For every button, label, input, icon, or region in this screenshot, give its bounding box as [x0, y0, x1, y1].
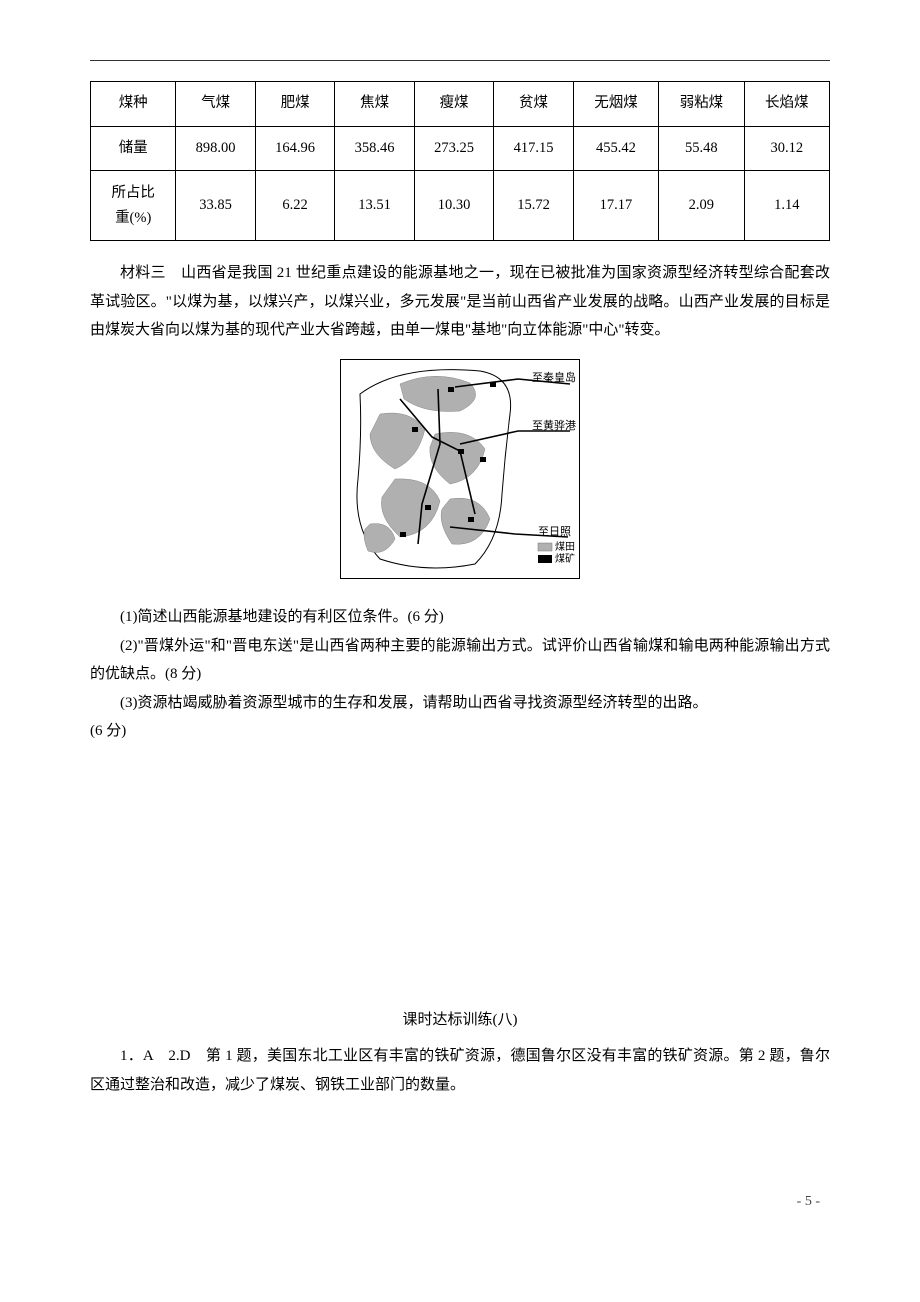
table-row-percent: 所占比 重(%) 33.85 6.22 13.51 10.30 15.72 17…: [91, 171, 830, 241]
table-row-header: 煤种 气煤 肥煤 焦煤 瘦煤 贫煤 无烟煤 弱粘煤 长焰煤: [91, 82, 830, 127]
percent-label-l2: 重(%): [115, 210, 151, 226]
row-label-percent: 所占比 重(%): [91, 171, 176, 241]
material3-label: 材料三: [120, 265, 166, 281]
answer-section-title: 课时达标训练(八): [90, 1006, 830, 1035]
question-3-line1: (3)资源枯竭威胁着资源型城市的生存和发展，请帮助山西省寻找资源型经济转型的出路…: [90, 689, 830, 718]
coal-mine-icon: [412, 427, 418, 432]
shanxi-coal-map: 至秦皇岛 至黄骅港 至日照 煤田 煤矿: [90, 359, 830, 590]
coal-mine-icon: [425, 505, 431, 510]
percent-label-l1: 所占比: [111, 185, 155, 201]
cell-reserve: 164.96: [255, 126, 334, 171]
coal-mine-icon: [400, 532, 406, 537]
cell-percent: 17.17: [573, 171, 658, 241]
legend-coalfield-icon: [538, 543, 552, 551]
question-1: (1)简述山西能源基地建设的有利区位条件。(6 分): [90, 603, 830, 632]
dest-rizhao: 至日照: [538, 525, 571, 538]
legend-coalmine-label: 煤矿: [555, 552, 575, 565]
page-number: - 5 -: [90, 1189, 830, 1216]
cell-reserve: 898.00: [176, 126, 255, 171]
cell-reserve: 30.12: [744, 126, 829, 171]
legend-coalfield-label: 煤田: [555, 540, 575, 553]
answer-item-1: 1．A 2.D 第 1 题，美国东北工业区有丰富的铁矿资源，德国鲁尔区没有丰富的…: [90, 1042, 830, 1099]
map-svg: 至秦皇岛 至黄骅港 至日照 煤田 煤矿: [340, 359, 580, 579]
th-changyanmei: 长焰煤: [744, 82, 829, 127]
legend-coalmine-icon: [538, 555, 552, 563]
coal-types-table: 煤种 气煤 肥煤 焦煤 瘦煤 贫煤 无烟煤 弱粘煤 长焰煤 储量 898.00 …: [90, 81, 830, 241]
th-coaltype: 煤种: [91, 82, 176, 127]
dest-huanghuagang: 至黄骅港: [532, 418, 576, 432]
th-feimei: 肥煤: [255, 82, 334, 127]
question-3-line2: (6 分): [90, 717, 830, 746]
material3-text: 山西省是我国 21 世纪重点建设的能源基地之一，现在已被批准为国家资源型经济转型…: [90, 265, 830, 338]
th-wuyanmei: 无烟煤: [573, 82, 658, 127]
table-row-reserve: 储量 898.00 164.96 358.46 273.25 417.15 45…: [91, 126, 830, 171]
cell-reserve: 55.48: [659, 126, 744, 171]
question-2: (2)"晋煤外运"和"晋电东送"是山西省两种主要的能源输出方式。试评价山西省输煤…: [90, 632, 830, 689]
cell-percent: 6.22: [255, 171, 334, 241]
coal-mine-icon: [468, 517, 474, 522]
cell-reserve: 358.46: [335, 126, 414, 171]
th-pinmei: 贫煤: [494, 82, 573, 127]
cell-reserve: 417.15: [494, 126, 573, 171]
coal-mine-icon: [458, 449, 464, 454]
coal-mine-icon: [490, 382, 496, 387]
th-shoumei: 瘦煤: [414, 82, 493, 127]
dest-qinhuangdao: 至秦皇岛: [532, 370, 576, 384]
material3-paragraph: 材料三 山西省是我国 21 世纪重点建设的能源基地之一，现在已被批准为国家资源型…: [90, 259, 830, 345]
coal-mine-icon: [480, 457, 486, 462]
coal-mine-icon: [448, 387, 454, 392]
th-jiaomei: 焦煤: [335, 82, 414, 127]
cell-percent: 13.51: [335, 171, 414, 241]
header-rule: [90, 60, 830, 61]
cell-percent: 15.72: [494, 171, 573, 241]
row-label-reserve: 储量: [91, 126, 176, 171]
cell-percent: 1.14: [744, 171, 829, 241]
cell-percent: 2.09: [659, 171, 744, 241]
cell-reserve: 455.42: [573, 126, 658, 171]
th-qimei: 气煤: [176, 82, 255, 127]
cell-percent: 10.30: [414, 171, 493, 241]
th-ruonianmei: 弱粘煤: [659, 82, 744, 127]
cell-reserve: 273.25: [414, 126, 493, 171]
cell-percent: 33.85: [176, 171, 255, 241]
